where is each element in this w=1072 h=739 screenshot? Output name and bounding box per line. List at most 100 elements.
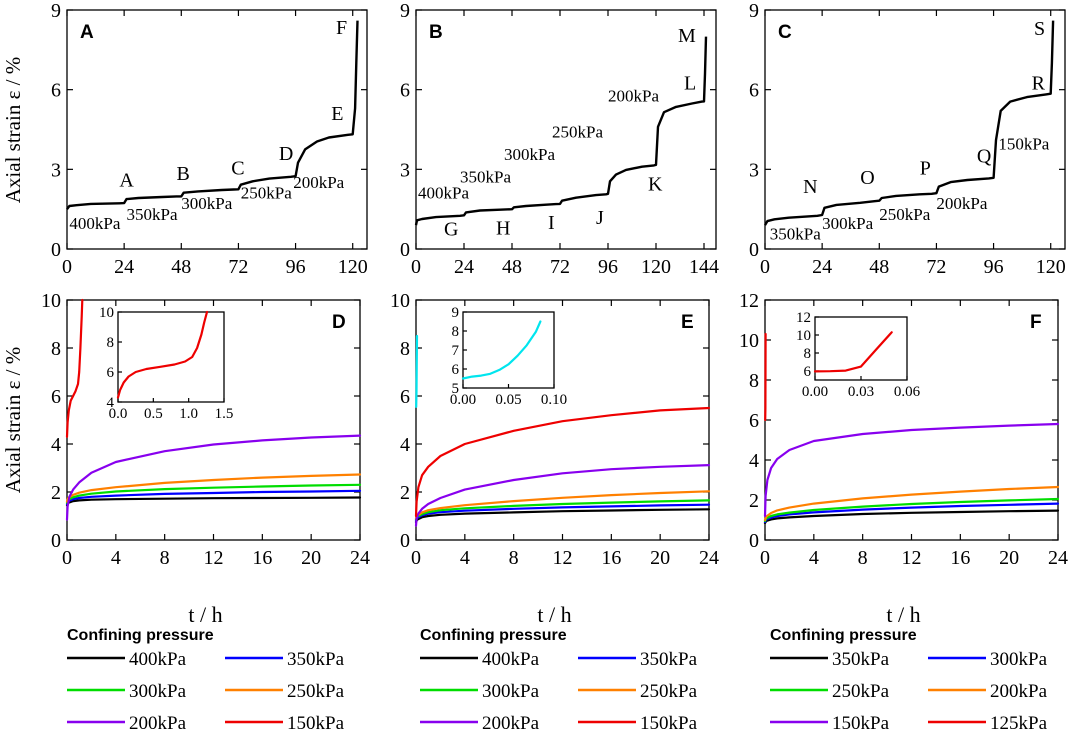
inset-y-tick-label: 6	[107, 365, 115, 381]
legend-label: 350kPa	[287, 649, 345, 670]
y-tick-label: 3	[749, 159, 759, 181]
y-tick-label: 9	[51, 0, 61, 22]
y-tick-label: 0	[749, 530, 759, 552]
legend-label: 150kPa	[640, 713, 698, 734]
panel-letter: D	[332, 312, 346, 333]
x-tick-label: 120	[338, 256, 368, 278]
series-125kPa	[415, 334, 419, 408]
y-tick-label: 8	[51, 338, 61, 360]
legend-label: 150kPa	[287, 713, 345, 734]
x-tick-label: 0	[760, 547, 770, 569]
y-tick-label: 10	[41, 290, 61, 312]
y-tick-label: 8	[400, 338, 410, 360]
y-tick-label: 4	[400, 434, 410, 456]
legend-label: 350kPa	[832, 649, 890, 670]
point-label: P	[920, 158, 931, 180]
x-tick-label: 16	[601, 547, 621, 569]
point-label: B	[177, 163, 190, 185]
stage-label: 400kPa	[69, 214, 120, 233]
series-250kPa	[414, 490, 711, 520]
legend-label: 300kPa	[482, 681, 540, 702]
x-tick-label: 4	[809, 547, 819, 569]
x-tick-label: 24	[1048, 547, 1068, 569]
inset-y-tick-label: 8	[107, 335, 115, 351]
y-tick-label: 0	[749, 239, 759, 261]
series-150kPa	[414, 406, 711, 518]
y-tick-label: 12	[739, 290, 759, 312]
panel-letter: E	[681, 312, 694, 333]
y-axis-label: Axial strain ε / %	[1, 57, 25, 203]
point-label: L	[684, 73, 696, 95]
y-tick-label: 4	[749, 450, 759, 472]
x-tick-label: 0	[411, 256, 421, 278]
stage-label: 350kPa	[770, 225, 821, 244]
legend-item: 250kPa	[225, 681, 345, 702]
y-axis-label: Axial strain ε / %	[1, 347, 25, 493]
legend-item: 200kPa	[420, 713, 540, 734]
x-tick-label: 24	[114, 256, 134, 278]
series-creep	[66, 20, 359, 210]
point-label: S	[1034, 18, 1045, 40]
series-400kPa	[65, 496, 362, 507]
series-250kPa	[763, 497, 1060, 523]
inset-x-tick-label: 0.06	[894, 384, 921, 400]
x-tick-label: 20	[999, 547, 1019, 569]
series-200kPa	[65, 434, 362, 521]
x-tick-label: 72	[228, 256, 248, 278]
x-axis-label: t / h	[188, 602, 222, 627]
y-tick-label: 6	[400, 386, 410, 408]
point-label: D	[279, 143, 293, 165]
legend-label: 125kPa	[990, 713, 1048, 734]
legend-title: Confining pressure	[770, 627, 917, 644]
inset-x-tick-label: 0.0	[109, 406, 128, 422]
x-tick-label: 120	[1036, 256, 1066, 278]
stage-label: 350kPa	[460, 168, 511, 187]
legend-title: Confining pressure	[420, 627, 567, 644]
legend-label: 250kPa	[832, 681, 890, 702]
point-label: Q	[977, 146, 992, 168]
stage-label: 250kPa	[552, 122, 603, 141]
legend-label: 250kPa	[287, 681, 345, 702]
point-label: A	[119, 170, 134, 192]
point-label: H	[496, 217, 510, 239]
y-tick-label: 0	[51, 239, 61, 261]
legend-3: Confining pressure 350kPa 300kPa 250kPa 200k…	[770, 627, 1048, 734]
y-tick-label: 9	[749, 0, 759, 22]
x-tick-label: 8	[509, 547, 519, 569]
point-label: O	[860, 167, 874, 189]
inset-y-tick-label: 12	[796, 310, 811, 326]
inset-series	[813, 331, 893, 373]
legend-label: 300kPa	[129, 681, 187, 702]
stage-label: 400kPa	[418, 184, 469, 203]
series-200kPa	[763, 485, 1060, 522]
panel-letter: A	[80, 22, 94, 43]
legend-item: 200kPa	[67, 713, 187, 734]
panel-letter: F	[1030, 312, 1042, 333]
plot-frame	[415, 9, 717, 250]
inset-F: 0.00 0.03 0.06 6 8 10 12	[796, 310, 921, 400]
legend-1: Confining pressure 400kPa 350kPa 300kPa 250k…	[67, 627, 345, 734]
series-300kPa	[65, 483, 362, 504]
y-tick-label: 8	[749, 370, 759, 392]
series-300kPa	[763, 502, 1060, 524]
legend-item: 150kPa	[578, 713, 698, 734]
inset-y-tick-label: 6	[452, 362, 460, 378]
x-tick-label: 48	[869, 256, 889, 278]
y-tick-label: 0	[400, 530, 410, 552]
x-tick-label: 120	[641, 256, 671, 278]
y-tick-label: 6	[51, 386, 61, 408]
inset-series	[116, 310, 209, 399]
series-200kPa	[414, 464, 711, 527]
inset-series	[461, 320, 542, 380]
x-tick-label: 4	[460, 547, 470, 569]
inset-x-tick-label: 0.00	[802, 384, 828, 400]
series-250kPa	[65, 473, 362, 503]
x-tick-label: 12	[902, 547, 922, 569]
x-tick-label: 24	[699, 547, 719, 569]
x-tick-label: 48	[171, 256, 191, 278]
stage-label: 250kPa	[241, 184, 292, 203]
point-label: F	[336, 17, 347, 39]
